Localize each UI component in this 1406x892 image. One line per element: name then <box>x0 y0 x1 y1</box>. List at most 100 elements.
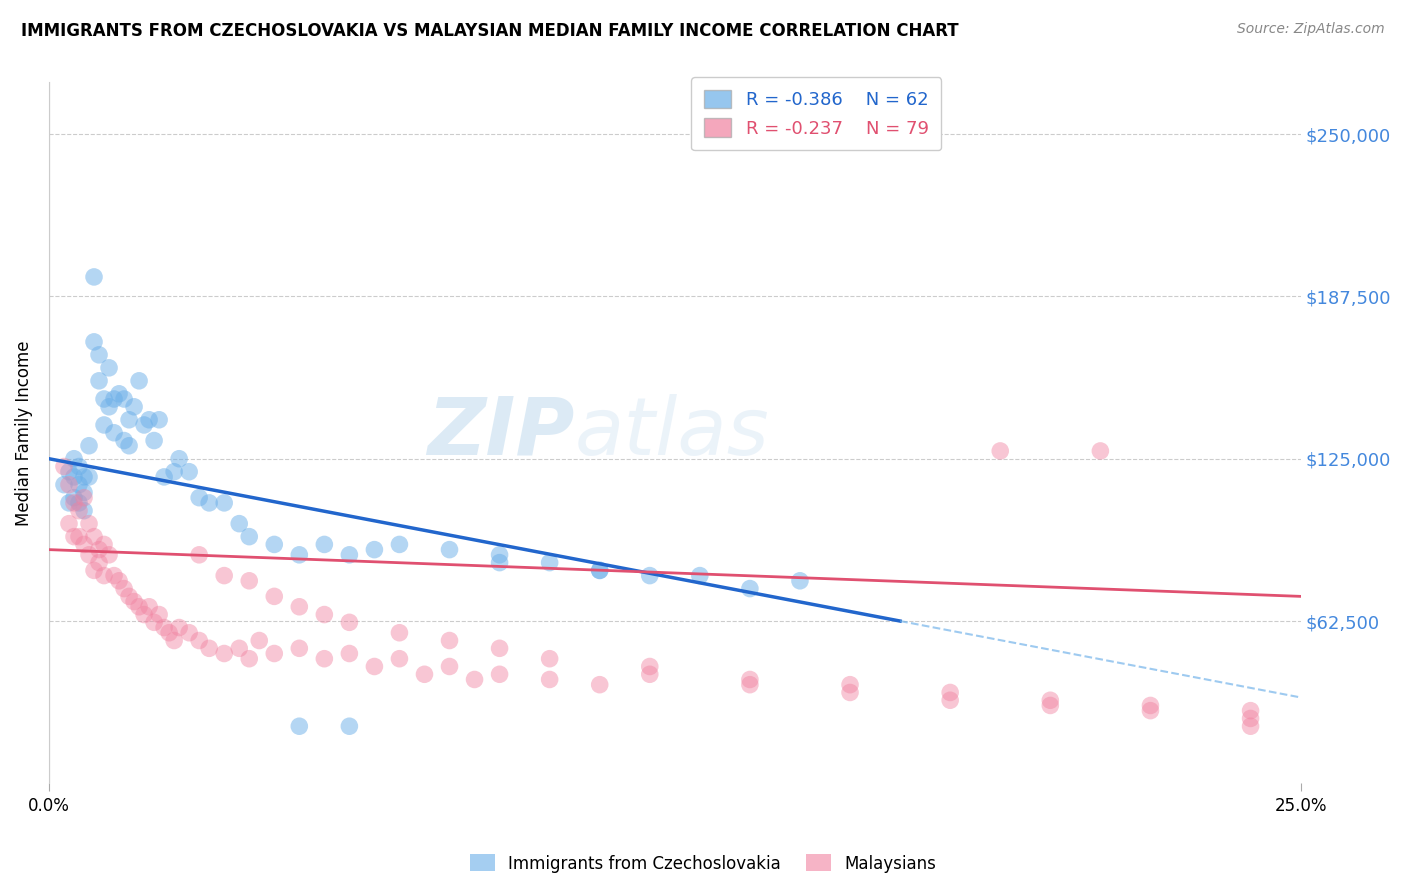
Point <box>238 651 260 665</box>
Point <box>98 548 121 562</box>
Point <box>288 719 311 733</box>
Point <box>388 537 411 551</box>
Point <box>247 633 270 648</box>
Point <box>738 678 761 692</box>
Point <box>67 477 90 491</box>
Point <box>103 568 125 582</box>
Point <box>67 504 90 518</box>
Point <box>122 400 145 414</box>
Point <box>538 651 561 665</box>
Point <box>58 496 80 510</box>
Point <box>77 470 100 484</box>
Point <box>143 434 166 448</box>
Point <box>839 678 862 692</box>
Point <box>77 548 100 562</box>
Point <box>108 386 131 401</box>
Point <box>589 563 612 577</box>
Point <box>538 673 561 687</box>
Point <box>103 392 125 406</box>
Point <box>73 537 96 551</box>
Point <box>179 465 201 479</box>
Point <box>108 574 131 588</box>
Point <box>83 530 105 544</box>
Point <box>58 477 80 491</box>
Point <box>1139 704 1161 718</box>
Point <box>128 374 150 388</box>
Point <box>122 594 145 608</box>
Point <box>337 615 360 630</box>
Point <box>179 625 201 640</box>
Point <box>363 542 385 557</box>
Point <box>143 615 166 630</box>
Point <box>83 334 105 349</box>
Point <box>1039 693 1062 707</box>
Point <box>93 568 115 582</box>
Point <box>337 647 360 661</box>
Point <box>98 400 121 414</box>
Point <box>67 530 90 544</box>
Point <box>153 621 176 635</box>
Point <box>148 413 170 427</box>
Point <box>67 459 90 474</box>
Point <box>87 374 110 388</box>
Point <box>789 574 811 588</box>
Point <box>112 392 135 406</box>
Point <box>167 621 190 635</box>
Point <box>118 413 141 427</box>
Point <box>83 269 105 284</box>
Text: ZIP: ZIP <box>427 393 575 472</box>
Point <box>288 641 311 656</box>
Point <box>83 563 105 577</box>
Point <box>188 548 211 562</box>
Point <box>103 425 125 440</box>
Legend: Immigrants from Czechoslovakia, Malaysians: Immigrants from Czechoslovakia, Malaysia… <box>463 847 943 880</box>
Point <box>128 599 150 614</box>
Point <box>388 625 411 640</box>
Point <box>73 504 96 518</box>
Point <box>439 659 461 673</box>
Point <box>589 678 612 692</box>
Point <box>263 537 285 551</box>
Text: Source: ZipAtlas.com: Source: ZipAtlas.com <box>1237 22 1385 37</box>
Point <box>63 491 86 505</box>
Point <box>87 542 110 557</box>
Point <box>638 659 661 673</box>
Point <box>148 607 170 622</box>
Point <box>77 516 100 531</box>
Point <box>163 633 186 648</box>
Point <box>53 459 76 474</box>
Point <box>73 491 96 505</box>
Point <box>188 491 211 505</box>
Point <box>228 516 250 531</box>
Point <box>488 641 510 656</box>
Point <box>93 392 115 406</box>
Point <box>112 582 135 596</box>
Point <box>67 496 90 510</box>
Point <box>98 360 121 375</box>
Point <box>363 659 385 673</box>
Point <box>138 599 160 614</box>
Point <box>93 417 115 432</box>
Point <box>939 685 962 699</box>
Point <box>138 413 160 427</box>
Point <box>132 607 155 622</box>
Point <box>839 685 862 699</box>
Point <box>589 563 612 577</box>
Point <box>288 548 311 562</box>
Point <box>413 667 436 681</box>
Point <box>58 516 80 531</box>
Point <box>198 496 221 510</box>
Point <box>58 465 80 479</box>
Point <box>388 651 411 665</box>
Point <box>263 647 285 661</box>
Point <box>87 348 110 362</box>
Point <box>132 417 155 432</box>
Point <box>198 641 221 656</box>
Point <box>63 451 86 466</box>
Point <box>238 530 260 544</box>
Point <box>188 633 211 648</box>
Point <box>488 548 510 562</box>
Point <box>638 667 661 681</box>
Point <box>314 537 336 551</box>
Point <box>1039 698 1062 713</box>
